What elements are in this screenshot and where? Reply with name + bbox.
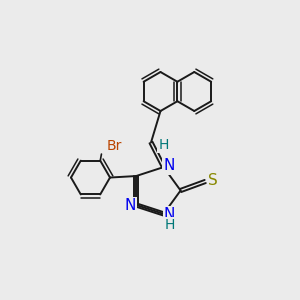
Text: N: N: [163, 158, 175, 173]
Text: H: H: [158, 138, 169, 152]
Text: N: N: [164, 207, 175, 222]
Text: S: S: [208, 173, 218, 188]
Text: Br: Br: [106, 139, 122, 153]
Text: H: H: [164, 218, 175, 232]
Text: N: N: [124, 198, 136, 213]
